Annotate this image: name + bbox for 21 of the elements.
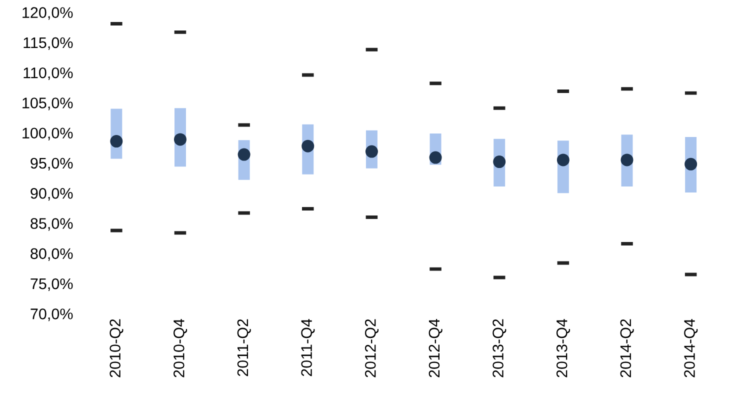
- x-tick-label: 2014-Q2: [620, 319, 634, 378]
- y-tick-label: 120,0%: [22, 7, 73, 20]
- y-tick-label: 85,0%: [30, 218, 73, 231]
- x-tick-label: 2014-Q4: [684, 318, 698, 378]
- y-tick-label: 95,0%: [30, 158, 73, 170]
- y-tick-label: 90,0%: [30, 188, 73, 201]
- y-tick-label: 105,0%: [22, 98, 73, 110]
- y-tick-label: 70,0%: [30, 308, 73, 322]
- x-tick-label: 2010-Q2: [110, 319, 124, 378]
- y-tick-label: 80,0%: [30, 248, 73, 261]
- x-tick-label: 2012-Q2: [364, 319, 379, 378]
- y-tick-label: 75,0%: [30, 278, 73, 292]
- x-tick-label: 2012-Q4: [428, 318, 442, 378]
- y-tick-label: 100,0%: [22, 128, 73, 140]
- x-tick-label: 2013-Q2: [492, 319, 506, 378]
- x-tick-label: 2011-Q4: [301, 318, 315, 376]
- y-tick-label: 115,0%: [24, 37, 73, 50]
- y-tick-label: 110,0%: [24, 67, 73, 80]
- x-tick-label: 2011-Q2: [237, 319, 251, 376]
- x-tick-label: 2013-Q4: [556, 318, 570, 378]
- x-tick-label: 2010-Q4: [174, 318, 188, 378]
